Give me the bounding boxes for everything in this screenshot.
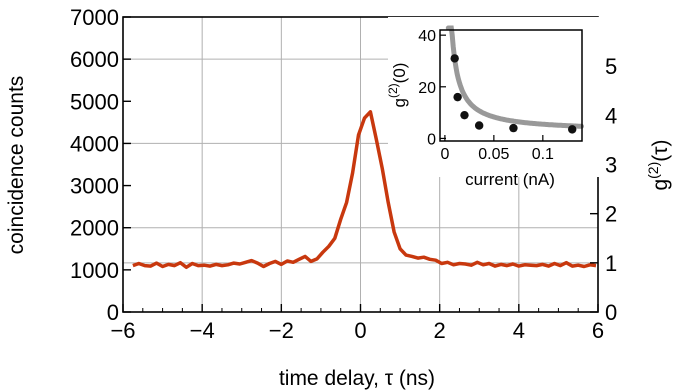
main-ticks (122, 16, 599, 313)
inset-data-point (509, 123, 518, 133)
y2-tick-label: 4 (605, 103, 617, 128)
x-tick-label: 2 (434, 318, 446, 343)
inset-y-title-tail: (0) (390, 63, 409, 84)
y2-tick-label: 2 (605, 202, 617, 227)
inset-y-axis-title: g(2)(0) (386, 63, 409, 108)
inset-data-point (450, 54, 459, 63)
inset-background (388, 17, 600, 177)
inset-plot: 0 0.05 0.1 0 20 40 current (nA) g(2)(0) (386, 17, 600, 189)
y2-tick-label: 0 (605, 300, 617, 325)
inset-y-title-sup: (2) (386, 83, 400, 98)
y2-tick-label: 5 (605, 54, 617, 79)
inset-data-point (568, 125, 577, 134)
main-plot: −6 −4 −2 0 2 4 6 01000200030004000500060007000… (5, 5, 672, 390)
coincidence-counts-line (132, 110, 597, 270)
x-tick-label: −4 (190, 318, 215, 343)
x-tick-labels: −6 −4 −2 0 2 4 6 (110, 318, 604, 343)
y-tick-label: 7000 (70, 5, 119, 30)
inset-frame (439, 29, 583, 142)
x-axis-title: time delay, τ (ns) (279, 367, 435, 390)
x-tick-label: 6 (592, 318, 604, 343)
inset-x-axis-title: current (nA) (465, 170, 555, 189)
x-tick-label: 0 (354, 318, 366, 343)
inset-data-point (474, 121, 484, 130)
x-tick-label: −6 (110, 318, 135, 343)
y-tick-label: 6000 (70, 47, 119, 72)
y2-tick-label: 1 (605, 251, 617, 276)
inset-ticks (440, 34, 544, 141)
inset-x-tick-label: 0 (440, 146, 449, 163)
y-axis-title: coincidence counts (5, 76, 28, 255)
y2-title-tail: (τ) (649, 139, 672, 161)
x-tick-label: 4 (513, 318, 525, 343)
inset-y-tick-labels: 0 20 40 (418, 28, 436, 148)
x-tick-label: −2 (269, 318, 294, 343)
inset-data-point (453, 92, 462, 102)
inset-points (450, 54, 577, 134)
y2-title-g: g (649, 179, 672, 191)
inset-y-title-g: g (390, 98, 409, 107)
inset-x-tick-label: 0.05 (478, 146, 509, 163)
y2-tick-labels: 0 1 2 3 4 5 (605, 54, 617, 325)
y2-tick-label: 3 (605, 153, 617, 178)
inset-x-tick-labels: 0 0.05 0.1 (440, 146, 554, 163)
y-tick-label: 0 (107, 300, 119, 325)
inset-x-tick-label: 0.1 (532, 146, 554, 163)
inset-y-tick-label: 0 (427, 131, 436, 148)
y-tick-label: 1000 (70, 258, 119, 283)
y2-axis-title: g(2)(τ) (645, 139, 672, 190)
y2-title-sup: (2) (645, 162, 661, 179)
y-tick-label: 3000 (70, 174, 119, 199)
inset-y-tick-label: 20 (418, 80, 436, 97)
inset-y-tick-label: 40 (418, 28, 436, 45)
y-tick-label: 5000 (70, 89, 119, 114)
inset-fit-curve (445, 25, 584, 129)
y-tick-label: 4000 (70, 131, 119, 156)
y-tick-label: 2000 (70, 216, 119, 241)
y-tick-labels: 0 1000 2000 3000 4000 5000 6000 7000 (70, 5, 119, 325)
inset-data-point (460, 110, 469, 120)
